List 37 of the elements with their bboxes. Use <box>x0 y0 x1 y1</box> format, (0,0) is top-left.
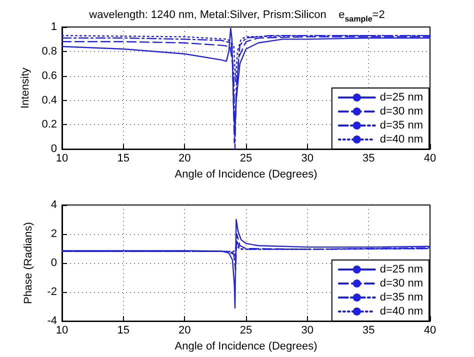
x-tick-label: 15 <box>117 152 130 165</box>
x-tick-label: 20 <box>178 324 191 337</box>
legend-label: d=40 nm <box>380 306 424 318</box>
y-tick-label: 0 <box>50 257 57 270</box>
y-tick-label: 0.2 <box>42 118 57 131</box>
x-tick-label: 35 <box>362 324 375 337</box>
y-tick-label: 2 <box>50 228 57 240</box>
y-tick-label: 0 <box>50 143 57 156</box>
legend-label: d=30 nm <box>380 278 424 290</box>
legend-label: d=25 nm <box>380 264 424 276</box>
legend-label: d=25 nm <box>380 92 424 104</box>
y-tick-label: -4 <box>47 315 57 328</box>
y-tick-label: 0.6 <box>42 70 57 82</box>
x-tick-label: 40 <box>424 152 436 165</box>
legend-label: d=35 nm <box>380 292 424 304</box>
x-tick-label: 10 <box>56 152 68 165</box>
x-tick-label: 30 <box>301 152 314 165</box>
x-axis-title: Angle of Incidence (Degrees) <box>174 168 318 180</box>
y-tick-label: -2 <box>47 286 57 298</box>
x-tick-label: 40 <box>424 324 436 337</box>
legend-label: d=30 nm <box>380 106 424 118</box>
x-axis-title: Angle of Incidence (Degrees) <box>174 340 318 352</box>
legend-label: d=40 nm <box>380 134 424 146</box>
x-tick-label: 25 <box>240 152 252 165</box>
y-axis-title: Intensity <box>19 67 32 109</box>
x-tick-label: 15 <box>117 324 130 337</box>
x-tick-label: 25 <box>240 324 252 337</box>
x-tick-label: 35 <box>362 152 375 165</box>
x-tick-label: 10 <box>56 324 68 337</box>
y-axis-title: Phase (Radians) <box>22 222 34 304</box>
y-tick-label: 0.4 <box>42 94 57 106</box>
y-tick-label: 0.8 <box>42 45 57 58</box>
legend-label: d=35 nm <box>380 120 424 132</box>
x-tick-label: 20 <box>178 152 191 165</box>
x-tick-label: 30 <box>301 324 314 337</box>
y-tick-label: 1 <box>50 21 57 33</box>
y-tick-label: 4 <box>50 199 57 211</box>
